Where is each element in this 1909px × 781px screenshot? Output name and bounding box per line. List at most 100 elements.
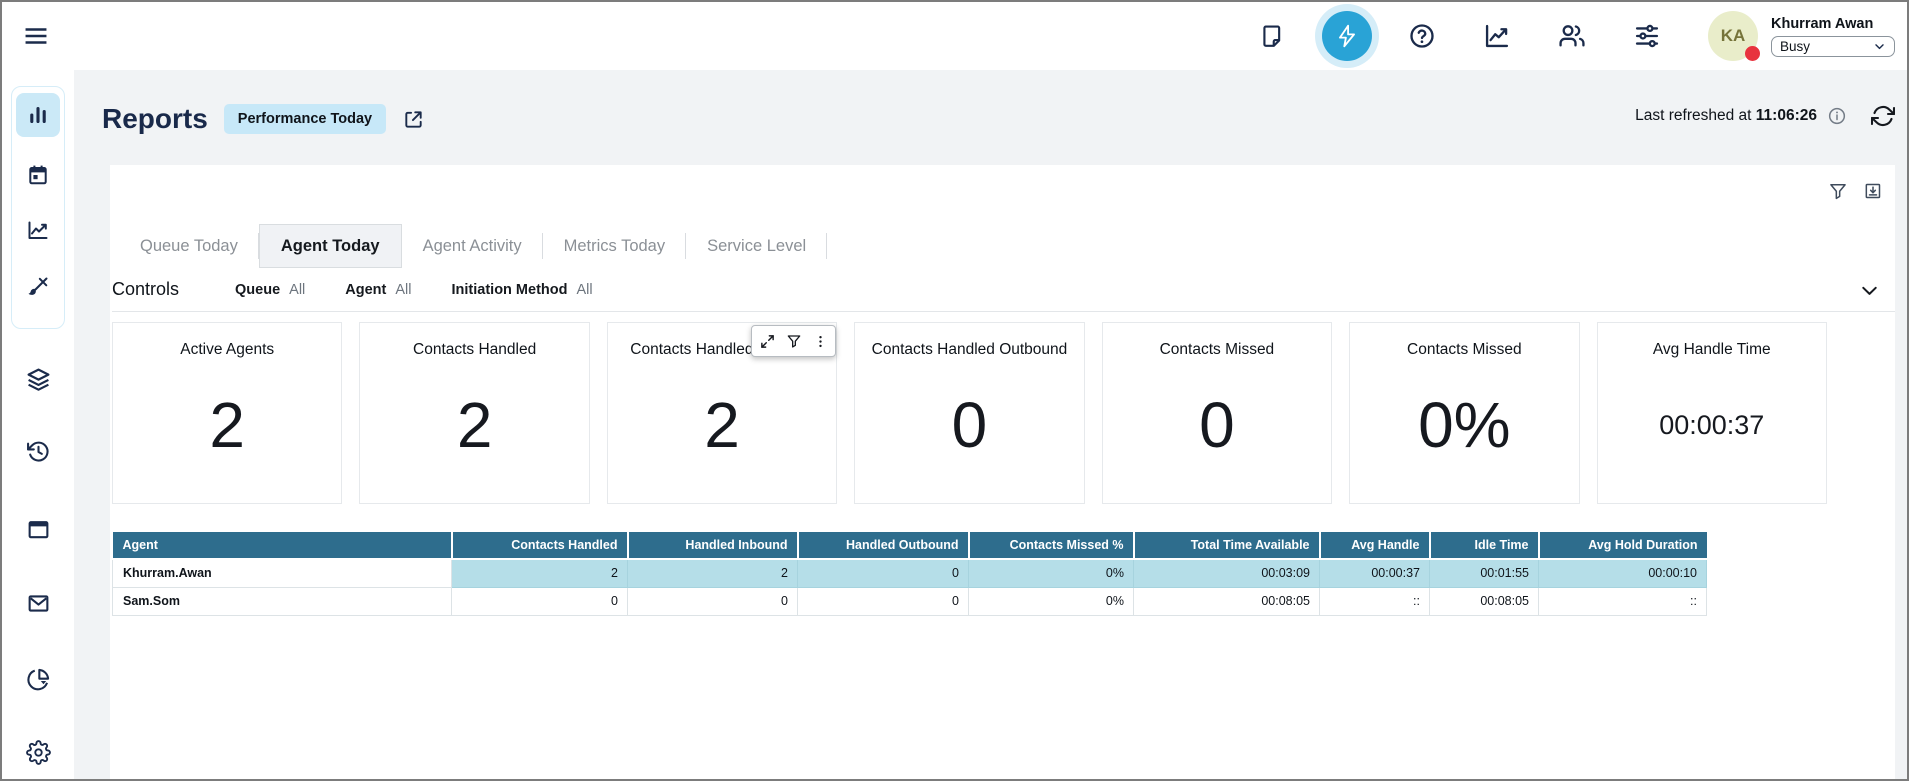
queue-filter[interactable]: Queue All — [235, 282, 305, 298]
column-header-total-time-available[interactable]: Total Time Available — [1132, 532, 1320, 560]
sidebar-item-analytics[interactable] — [16, 208, 60, 252]
help-icon[interactable] — [1384, 2, 1459, 70]
metric-title: Contacts Handled — [413, 341, 537, 358]
report-type-badge: Performance Today — [223, 104, 387, 134]
status-select[interactable]: Busy — [1771, 35, 1895, 57]
metric-value: 0% — [1418, 389, 1511, 461]
metric-value: 2 — [704, 389, 740, 461]
table-row: Khurram.Awan 2 2 0 0% 00:03:09 00:00:37 … — [112, 558, 1707, 588]
queue-filter-label: Queue — [235, 281, 281, 298]
card-avg-handle-time[interactable]: Avg Handle Time 00:00:37 — [1596, 322, 1827, 504]
panel-actions — [1828, 181, 1883, 201]
metric-cell: 0 — [797, 558, 969, 588]
card-hover-toolbar — [751, 325, 836, 357]
sliders-icon[interactable] — [1609, 2, 1684, 70]
agent-metrics-table: Agent Contacts Handled Handled Inbound H… — [112, 532, 1707, 616]
agent-filter[interactable]: Agent All — [345, 282, 411, 298]
column-header-avg-hold-duration[interactable]: Avg Hold Duration — [1537, 532, 1707, 560]
column-header-contacts-missed-pct[interactable]: Contacts Missed % — [967, 532, 1134, 560]
user-block: Khurram Awan Busy — [1771, 16, 1895, 57]
calendar-icon — [29, 165, 47, 185]
line-chart-icon — [28, 221, 48, 239]
sidebar-item-pie[interactable] — [16, 657, 60, 701]
card-active-agents[interactable]: Active Agents 2 — [112, 322, 343, 504]
topbar-icon-cluster: KA Khurram Awan Busy — [1234, 2, 1895, 70]
column-header-handled-inbound[interactable]: Handled Inbound — [626, 532, 798, 560]
metric-cell: 0 — [797, 586, 969, 616]
collapse-chevron-icon[interactable] — [1858, 279, 1881, 302]
sidebar-item-history[interactable] — [16, 429, 60, 473]
users-icon[interactable] — [1534, 2, 1609, 70]
kebab-menu-icon[interactable] — [813, 333, 828, 350]
controls-bar: Controls Queue All Agent All Initiation … — [112, 268, 1895, 312]
expand-icon[interactable] — [760, 334, 775, 349]
metric-value: 2 — [209, 389, 245, 461]
metrics-icon[interactable] — [1459, 2, 1534, 70]
tab-service-level[interactable]: Service Level — [686, 224, 828, 268]
metric-cell: 00:01:55 — [1429, 558, 1539, 588]
column-header-agent[interactable]: Agent — [112, 532, 452, 560]
initiation-method-filter-label: Initiation Method — [451, 281, 568, 298]
column-header-avg-handle[interactable]: Avg Handle — [1318, 532, 1430, 560]
window-icon — [28, 520, 48, 538]
metric-cell: 00:03:09 — [1133, 558, 1320, 588]
metric-title: Contacts Missed — [1159, 341, 1275, 358]
tab-queue-today[interactable]: Queue Today — [119, 224, 259, 268]
external-link-icon[interactable] — [402, 108, 425, 131]
note-icon[interactable] — [1234, 2, 1309, 70]
info-icon[interactable] — [1827, 106, 1847, 126]
download-icon[interactable] — [1863, 181, 1883, 201]
hamburger-menu-icon[interactable] — [22, 23, 50, 49]
card-contacts-missed[interactable]: Contacts Missed 0 — [1101, 322, 1333, 504]
page-header: Reports Performance Today — [102, 96, 425, 142]
card-filter-icon[interactable] — [786, 333, 802, 349]
sidebar-item-settings[interactable] — [16, 730, 60, 774]
bar-chart-icon — [30, 106, 46, 124]
agent-name-cell: Khurram.Awan — [112, 558, 452, 588]
tab-agent-activity[interactable]: Agent Activity — [402, 224, 543, 268]
sidebar-item-window[interactable] — [16, 507, 60, 551]
layers-icon — [27, 368, 49, 391]
metric-cell: 2 — [627, 558, 798, 588]
filter-bar: Queue All Agent All Initiation Method Al… — [235, 282, 593, 298]
chevron-down-icon — [1873, 40, 1886, 53]
metric-cell: :: — [1319, 586, 1430, 616]
column-header-idle-time[interactable]: Idle Time — [1428, 532, 1539, 560]
metric-value: 2 — [456, 389, 493, 461]
sidebar-item-layers[interactable] — [16, 357, 60, 401]
page-title: Reports — [102, 103, 208, 134]
column-header-contacts-handled[interactable]: Contacts Handled — [450, 532, 628, 560]
card-contacts-handled-outbound[interactable]: Contacts Handled Outbound 0 — [854, 322, 1085, 504]
tab-metrics-today[interactable]: Metrics Today — [543, 224, 687, 268]
queue-filter-value: All — [289, 281, 306, 298]
status-value: Busy — [1780, 38, 1811, 54]
sidebar-item-mail[interactable] — [16, 581, 60, 625]
report-panel: Queue Today Agent Today Agent Activity M… — [110, 165, 1895, 779]
metric-cell: 00:08:05 — [1429, 586, 1539, 616]
card-contacts-missed-pct[interactable]: Contacts Missed 0% — [1349, 322, 1580, 504]
sidebar-item-reports[interactable] — [16, 93, 60, 137]
tab-agent-today[interactable]: Agent Today — [258, 224, 402, 268]
metric-cell: 00:08:05 — [1133, 586, 1320, 616]
avatar[interactable]: KA — [1708, 11, 1760, 61]
table-header-row: Agent Contacts Handled Handled Inbound H… — [112, 532, 1707, 560]
initiation-method-filter[interactable]: Initiation Method All — [452, 282, 593, 298]
metric-cell: 0 — [451, 586, 628, 616]
sidebar-item-schedule[interactable] — [16, 153, 60, 197]
sidebar-item-customize[interactable] — [16, 265, 60, 309]
last-refreshed-label: Last refreshed at — [1635, 107, 1752, 124]
card-contacts-handled[interactable]: Contacts Handled 2 — [359, 322, 590, 504]
metric-title: Contacts Missed — [1407, 341, 1522, 358]
agent-table-wrap: Agent Contacts Handled Handled Inbound H… — [112, 532, 1707, 616]
refresh-icon[interactable] — [1871, 104, 1895, 128]
agent-filter-label: Agent — [345, 281, 387, 298]
agent-filter-value: All — [395, 281, 412, 298]
bolt-icon — [1321, 11, 1372, 61]
metric-cell: 0% — [968, 586, 1134, 616]
agent-name-cell: Sam.Som — [112, 586, 452, 616]
column-header-handled-outbound[interactable]: Handled Outbound — [796, 532, 969, 560]
filter-icon[interactable] — [1828, 181, 1848, 201]
bolt-button[interactable] — [1309, 2, 1384, 70]
content-area: Reports Performance Today Last refreshed… — [74, 70, 1907, 779]
